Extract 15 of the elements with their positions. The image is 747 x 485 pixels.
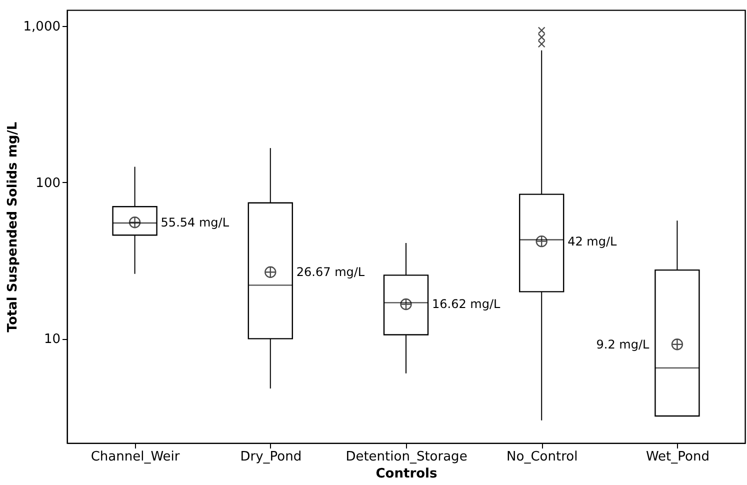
y-tick-label: 1,000	[23, 20, 60, 35]
annotation: 42 mg/L	[568, 234, 618, 248]
y-tick-label: 100	[36, 176, 60, 191]
x-tick-label: Detention_Storage	[346, 450, 468, 464]
x-tick-label: Wet_Pond	[646, 450, 710, 464]
annotation: 16.62 mg/L	[432, 297, 501, 312]
annotation: 55.54 mg/L	[160, 215, 230, 230]
x-tick-label: Dry_Pond	[240, 450, 302, 464]
y-axis-title: Total Suspended Solids mg/L	[5, 122, 20, 332]
annotation: 26.67 mg/L	[296, 265, 365, 280]
x-axis-title: Controls	[376, 466, 438, 482]
x-tick-label: No_Control	[506, 450, 578, 464]
annotation: 9.2 mg/L	[596, 337, 650, 352]
x-tick-label: Channel_Weir	[90, 450, 180, 464]
y-tick-label: 10	[44, 332, 60, 348]
